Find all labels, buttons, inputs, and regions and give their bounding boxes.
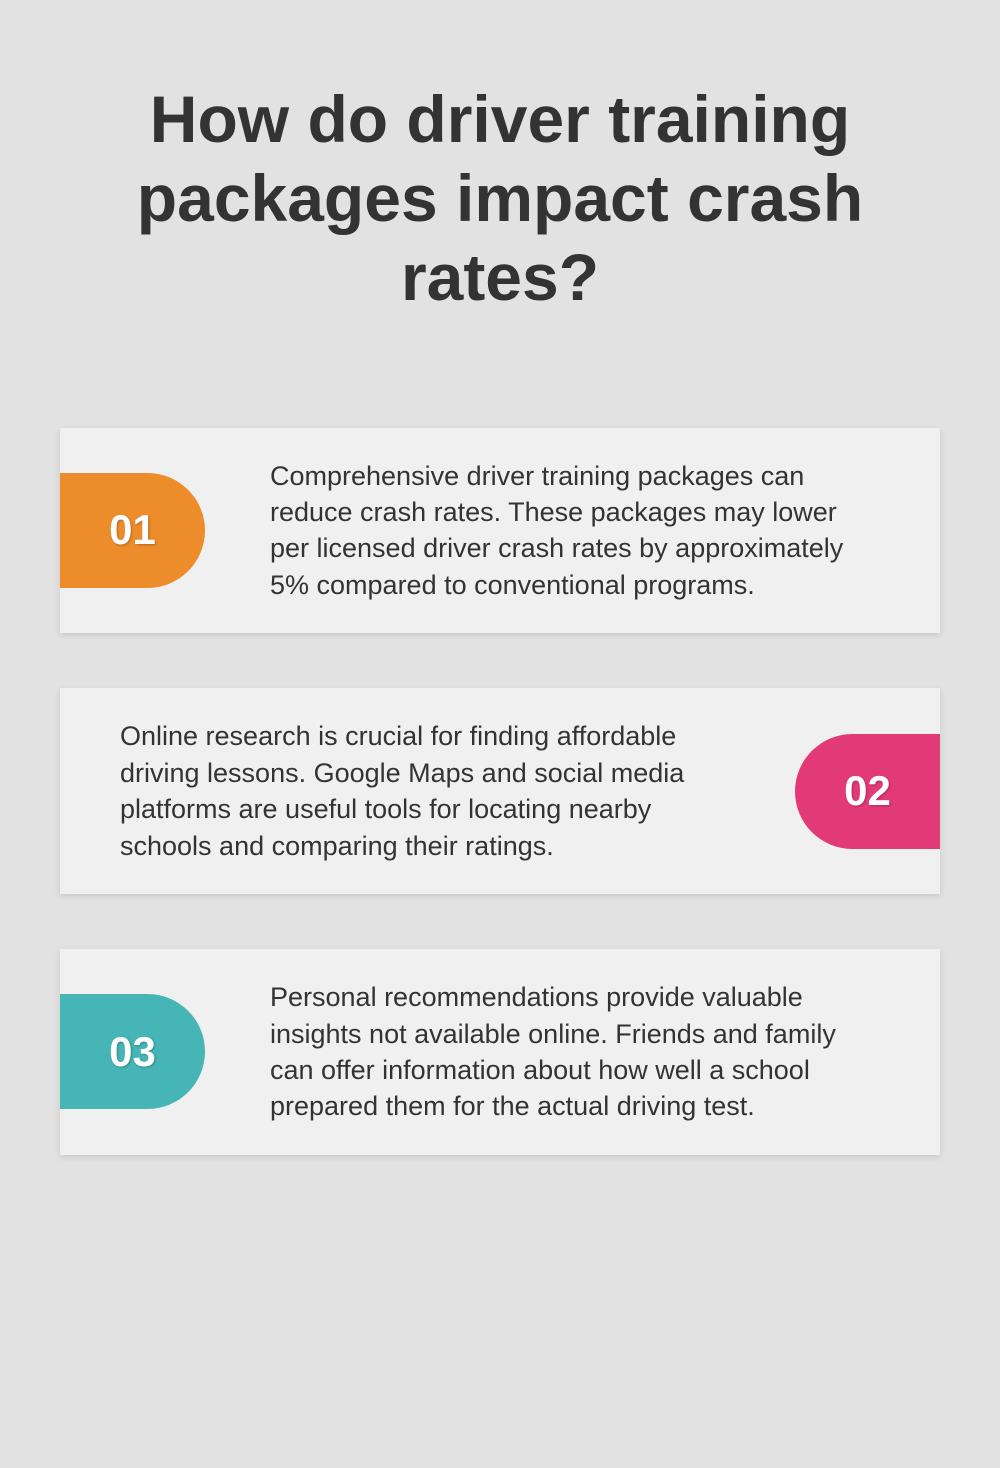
card-number: 01	[109, 506, 156, 554]
card-text: Online research is crucial for finding a…	[100, 718, 730, 864]
card-badge: 02	[795, 734, 940, 849]
card-number: 03	[109, 1028, 156, 1076]
info-card: 02 Online research is crucial for findin…	[60, 688, 940, 894]
info-card: 03 Personal recommendations provide valu…	[60, 949, 940, 1155]
card-text: Personal recommendations provide valuabl…	[270, 979, 900, 1125]
card-badge: 01	[60, 473, 205, 588]
cards-container: 01 Comprehensive driver training package…	[60, 428, 940, 1155]
card-number: 02	[844, 767, 891, 815]
card-text: Comprehensive driver training packages c…	[270, 458, 900, 604]
page-title: How do driver training packages impact c…	[60, 80, 940, 318]
card-badge: 03	[60, 994, 205, 1109]
info-card: 01 Comprehensive driver training package…	[60, 428, 940, 634]
